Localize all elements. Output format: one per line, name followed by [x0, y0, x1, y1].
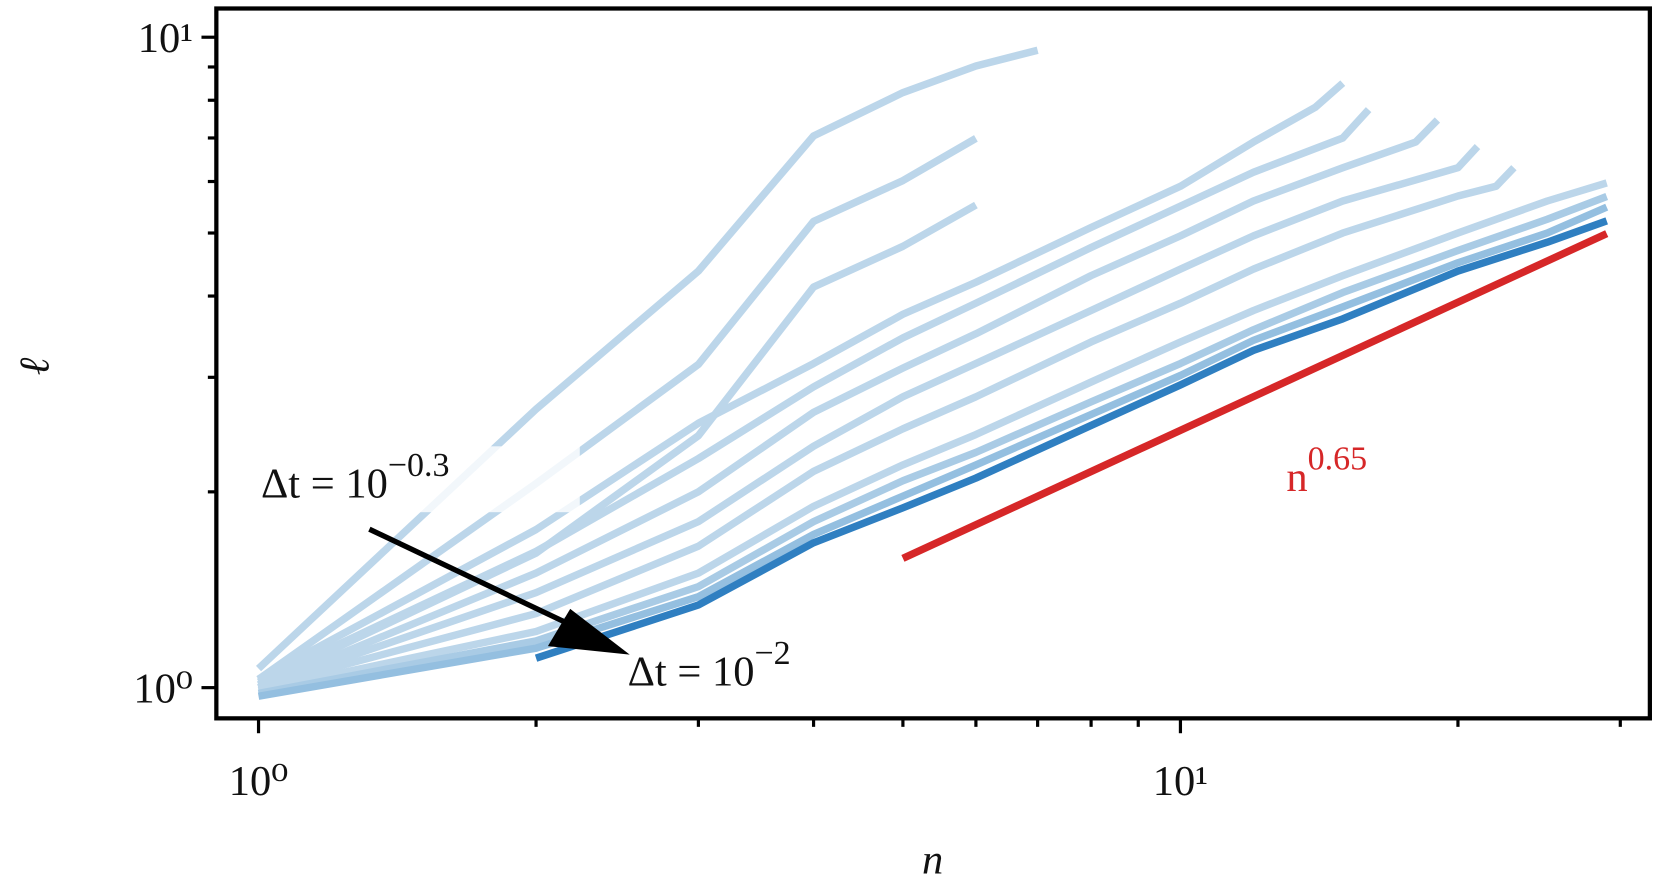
series-line: [257, 117, 1441, 692]
annotation-text: Δt = 10: [628, 648, 755, 695]
label-box: [420, 446, 580, 513]
annotation-text: n: [1286, 454, 1307, 501]
y-tick-label: 10⁰: [133, 666, 193, 713]
series-line: [257, 165, 1517, 692]
plot-frame: [214, 6, 1652, 721]
annotation: n0.65: [1286, 441, 1367, 501]
series-line: [256, 107, 1372, 686]
series-line: [257, 193, 1609, 698]
arrow-shaft: [368, 526, 581, 632]
series-line: [256, 80, 1346, 683]
annotation-exponent: 0.65: [1308, 441, 1368, 478]
annotations: Δt = 10−0.3Δt = 10−2n0.65: [261, 441, 1367, 696]
series-line: [534, 217, 1608, 662]
series-line: [257, 179, 1608, 695]
annotation: Δt = 10−2: [628, 635, 791, 695]
x-tick-label: 10¹: [1153, 758, 1208, 805]
annotation-exponent: −2: [754, 635, 790, 672]
y-axis-label: ℓ: [11, 357, 58, 375]
series-line: [257, 203, 1609, 700]
series-line: [257, 144, 1481, 692]
series-line: [255, 46, 1039, 672]
x-axis-label: n: [922, 836, 943, 882]
y-tick-label: 10¹: [138, 15, 193, 62]
annotation-exponent: −0.3: [388, 447, 450, 484]
annotation: Δt = 10−0.3: [261, 447, 450, 507]
x-tick-label: 10⁰: [229, 758, 289, 805]
series-line: [901, 230, 1609, 562]
series-line: [256, 135, 978, 683]
arrow-head: [547, 608, 630, 655]
plot-area: [255, 46, 1609, 700]
annotation-text: Δt = 10: [261, 460, 388, 507]
